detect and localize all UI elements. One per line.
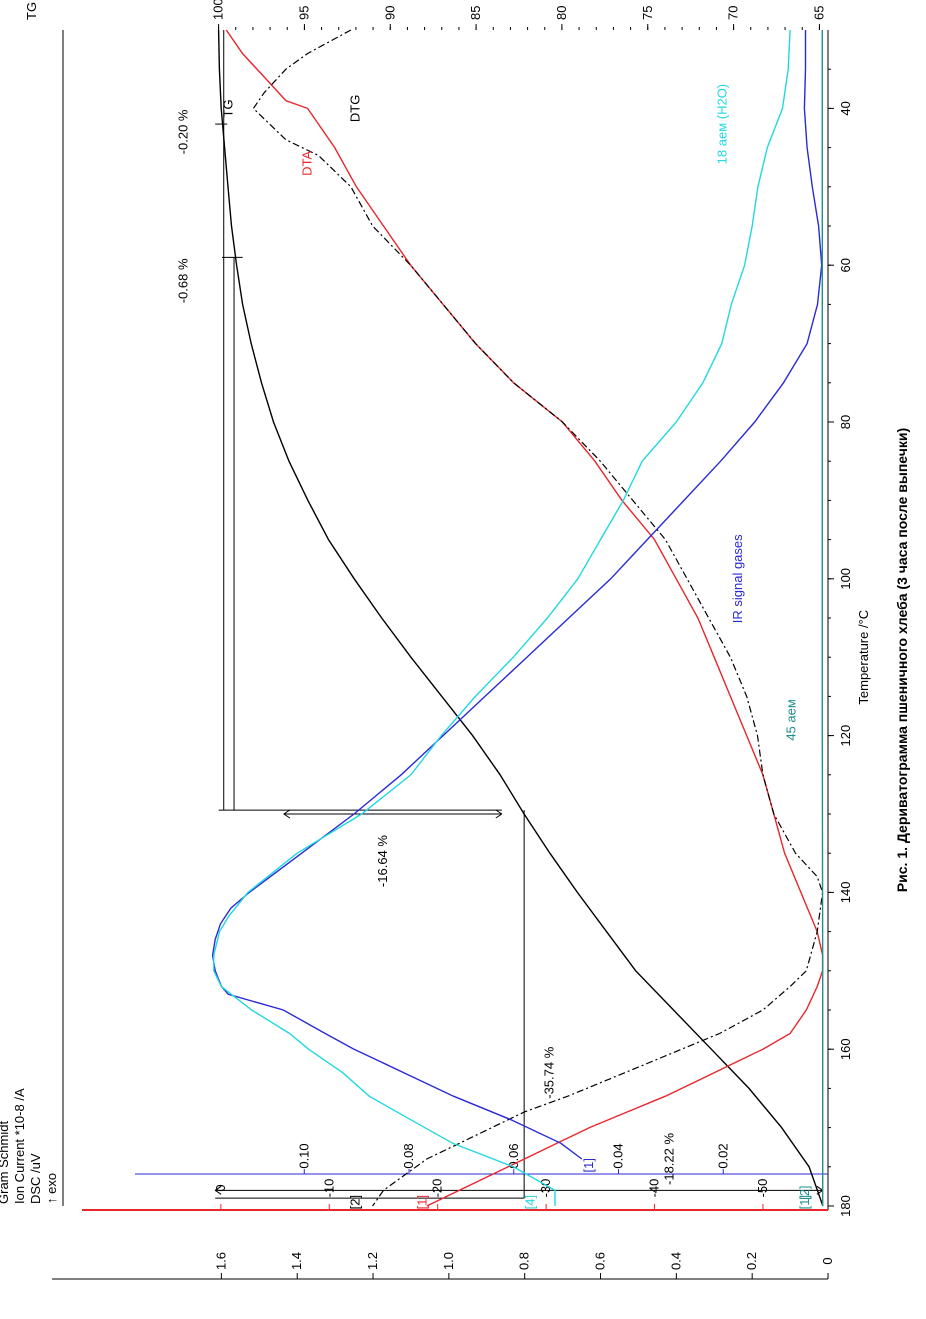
axes-group: 100 95 90 85 80 75 70 654060801001201401601800-… bbox=[52, 0, 853, 1280]
gram-schmidt-tick-label: 0.08 bbox=[401, 1143, 416, 1168]
series-label-45: 45 аем bbox=[783, 699, 798, 741]
ion-current-tick-label: 1.2 bbox=[365, 1252, 380, 1270]
ion-current-tick-label: 0.6 bbox=[593, 1252, 608, 1270]
ion-current-tick-label: 0.4 bbox=[668, 1252, 683, 1270]
series-label-water: 18 аем (H2O) bbox=[715, 84, 730, 164]
series-line-ir bbox=[211, 30, 823, 1160]
annotations-group: -0.20 % -0.68 % -16.64 % -35.74 % -18.22 % bbox=[176, 30, 824, 1199]
gram-schmidt-axis-label: Gram Schmidt bbox=[0, 1121, 11, 1204]
dsc-exo-label: ↑ exo bbox=[44, 1173, 59, 1204]
tg-tick-label: 75 bbox=[640, 6, 655, 20]
annotation-step-5: -18.22 % bbox=[662, 1133, 677, 1185]
temperature-tick-label: 140 bbox=[838, 882, 853, 904]
temperature-axis-label: Temperature /°C bbox=[856, 610, 871, 705]
end-marker-water: [4] bbox=[522, 1195, 537, 1209]
end-marker-45-2: [2] bbox=[797, 1185, 812, 1199]
annotation-step-3: -16.64 % bbox=[375, 835, 390, 887]
ion-current-tick-label: 1.6 bbox=[213, 1252, 228, 1270]
tg-axis-label: TG /% bbox=[24, 0, 39, 20]
end-marker-ir: [1] bbox=[581, 1158, 596, 1172]
series-label-dta: DTA bbox=[299, 150, 314, 175]
series-label-tg: TG bbox=[220, 99, 235, 117]
end-marker-45-1: [1] bbox=[797, 1195, 812, 1209]
temperature-tick-label: 80 bbox=[838, 415, 853, 429]
figure-caption-text: Рис. 1. Дериватограмма пшеничного хлеба … bbox=[894, 427, 910, 892]
annotation-step-2: -0.68 % bbox=[176, 258, 191, 303]
gram-schmidt-tick-label: 0.02 bbox=[715, 1143, 730, 1168]
gram-schmidt-tick-label: 0.10 bbox=[296, 1143, 311, 1168]
dsc-tick-label: -20 bbox=[430, 1179, 445, 1198]
ion-current-tick-label: 0.2 bbox=[744, 1252, 759, 1270]
tg-tick-label: 85 bbox=[468, 6, 483, 20]
figure-caption: Рис. 1. Дериватограмма пшеничного хлеба … bbox=[882, 0, 922, 1319]
ion-current-axis-label: Ion Current *10-8 /A bbox=[12, 1088, 27, 1204]
series-label-ir: IR signal gases bbox=[730, 534, 745, 623]
dsc-tick-label: 0 bbox=[213, 1184, 228, 1191]
tg-tick-label: 65 bbox=[811, 6, 826, 20]
ion-current-tick-label: 1.4 bbox=[289, 1252, 304, 1270]
annotation-step-4: -35.74 % bbox=[541, 1046, 556, 1098]
tg-tick-label: 70 bbox=[726, 6, 741, 20]
temperature-tick-label: 180 bbox=[838, 1195, 853, 1217]
tg-tick-label: 80 bbox=[554, 6, 569, 20]
temperature-tick-label: 120 bbox=[838, 725, 853, 747]
dsc-tick-label: -40 bbox=[647, 1179, 662, 1198]
series-group bbox=[211, 29, 824, 1207]
step-arrow-16-head bbox=[283, 809, 291, 819]
series-line-dta bbox=[225, 29, 824, 1207]
dsc-tick-label: -50 bbox=[755, 1179, 770, 1198]
tg-tick-label: 100 bbox=[211, 0, 226, 20]
temperature-tick-label: 40 bbox=[838, 101, 853, 115]
temperature-tick-label: 60 bbox=[838, 258, 853, 272]
ion-current-tick-label: 0.8 bbox=[517, 1252, 532, 1270]
tg-tick-label: 95 bbox=[296, 6, 311, 20]
series-line-dtg bbox=[252, 29, 824, 1207]
annotation-step-1: -0.20 % bbox=[176, 109, 191, 154]
temperature-tick-label: 160 bbox=[838, 1038, 853, 1060]
series-line-tg bbox=[217, 29, 824, 1207]
end-marker-dtg: [2] bbox=[347, 1195, 362, 1209]
dsc-axis-label: DSC /uV bbox=[28, 1153, 43, 1204]
gram-schmidt-tick-label: 0.04 bbox=[611, 1143, 626, 1168]
series-label-dtg: DTG bbox=[347, 95, 362, 122]
end-marker-dta: [1] bbox=[414, 1195, 429, 1209]
ion-current-tick-label: 0 bbox=[820, 1257, 835, 1264]
series-line-water bbox=[213, 29, 791, 1206]
temperature-tick-label: 100 bbox=[838, 568, 853, 590]
step-arrow-16-head bbox=[495, 809, 503, 819]
dsc-tick-label: -10 bbox=[321, 1179, 336, 1198]
step-arrow-35-head bbox=[214, 1185, 222, 1195]
ion-current-tick-label: 1.0 bbox=[441, 1252, 456, 1270]
labels-group: Temperature /°C TG /% DSC /uV ↑ exo Gram Sch… bbox=[0, 0, 871, 1209]
tg-tick-label: 90 bbox=[382, 6, 397, 20]
